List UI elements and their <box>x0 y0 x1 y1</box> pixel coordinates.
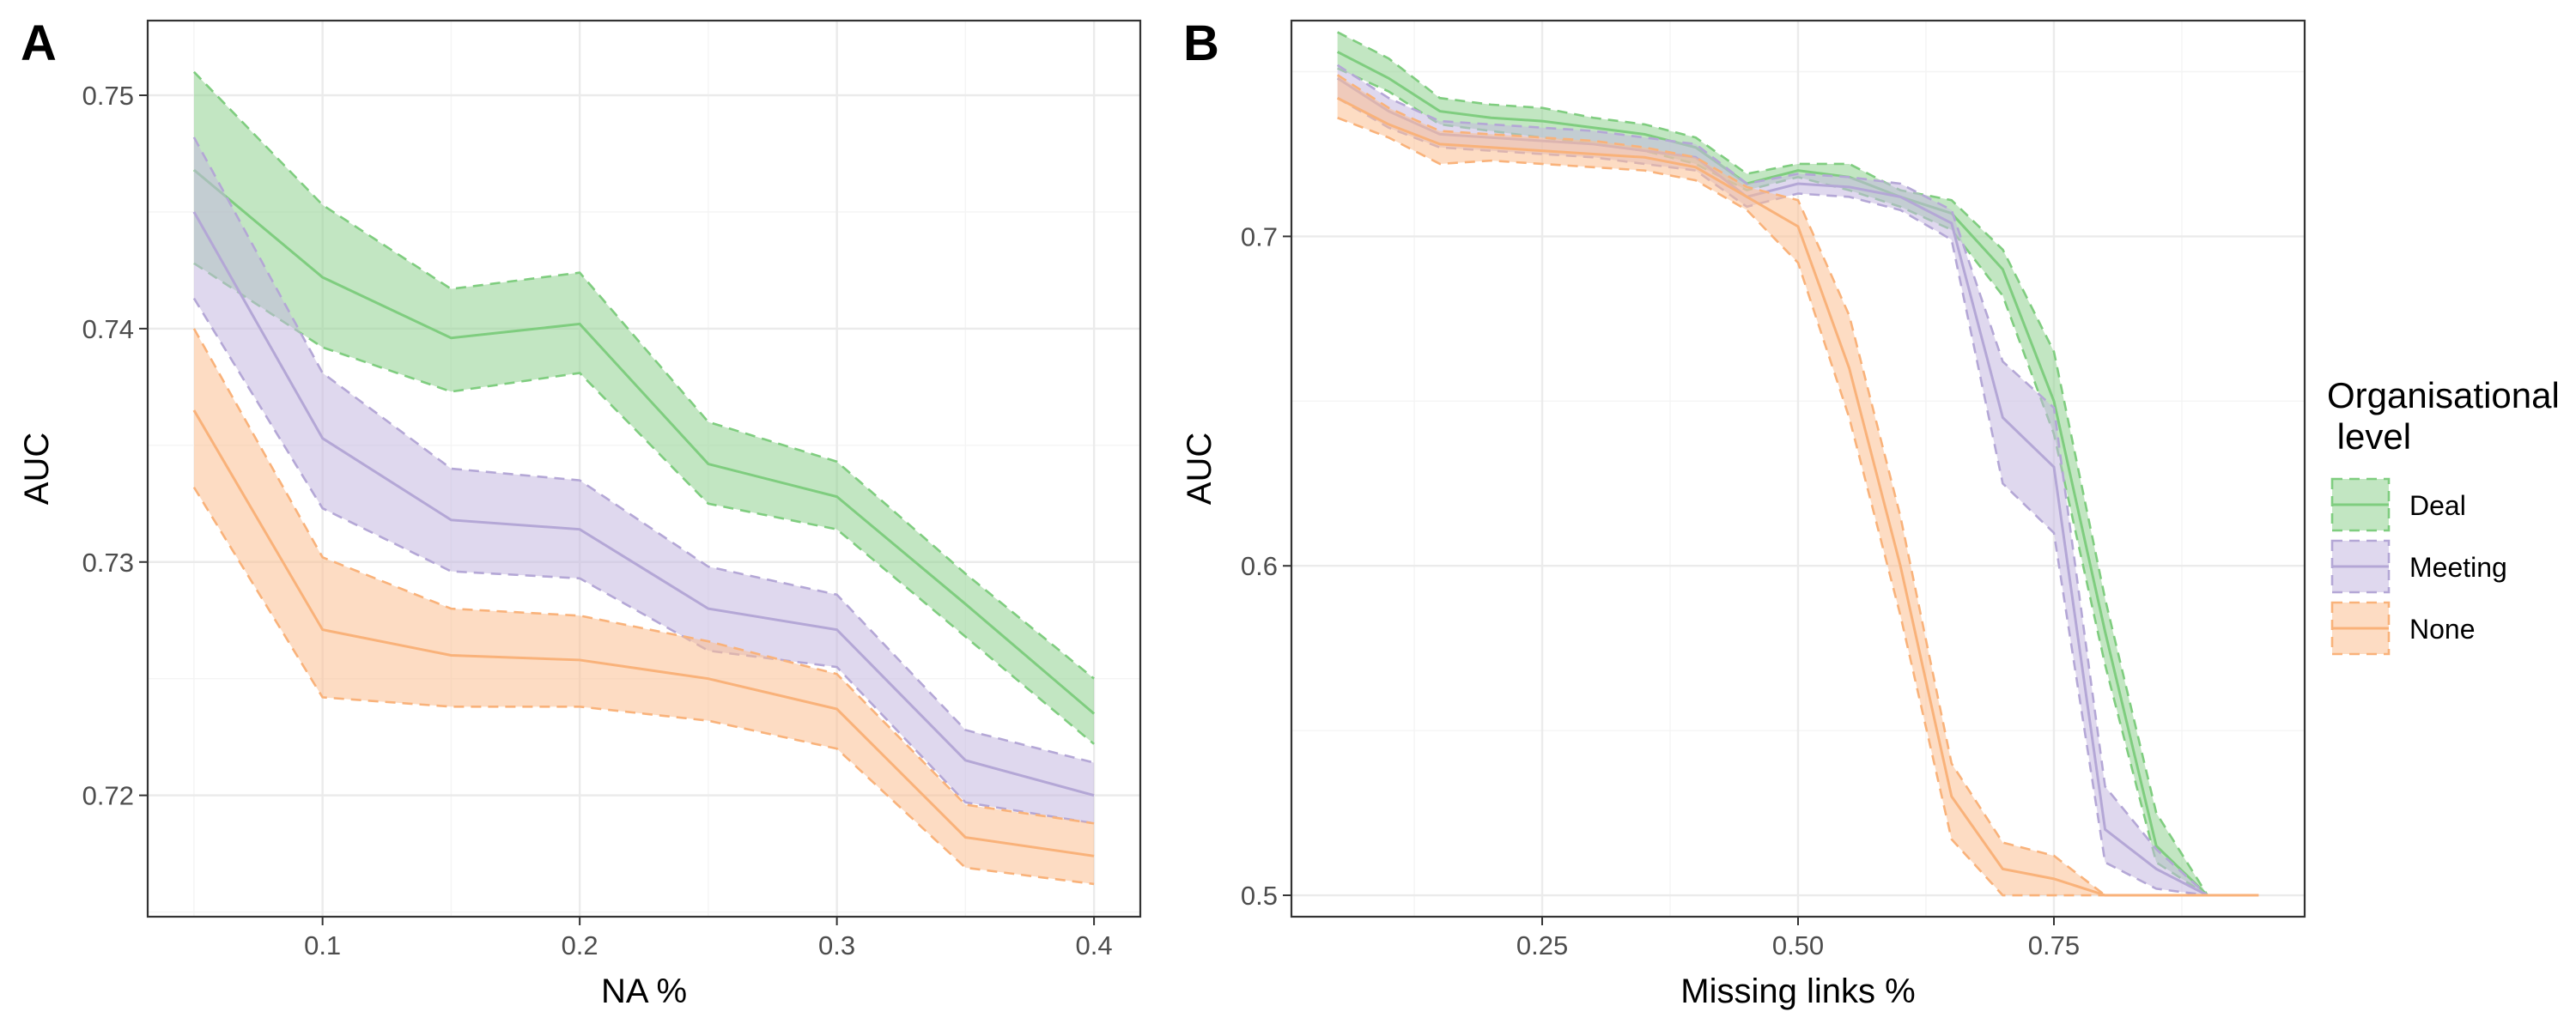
panel-a-y-axis-title: AUC <box>18 433 56 505</box>
panel-b-series <box>1336 31 2259 897</box>
panel-a-deal-upper-bound <box>192 70 1095 680</box>
legend-label-none: None <box>2409 614 2476 645</box>
panel-b: B 0.25 0.50 0.75 0.5 0.6 0.7 Missing links %… <box>1181 15 2306 1010</box>
panel-a-y-ticks: 0.72 0.73 0.74 0.75 <box>82 81 148 811</box>
legend-label-deal: Deal <box>2409 490 2466 521</box>
panel-a-y-tick-label: 0.75 <box>82 81 134 111</box>
panel-b-x-tick-label: 0.50 <box>1772 930 1824 960</box>
legend-title-line-1: Organisational <box>2327 375 2560 415</box>
panel-a-x-tick-label: 0.4 <box>1076 930 1113 960</box>
panel-b-y-axis-title: AUC <box>1181 433 1218 505</box>
panel-b-none-upper-bound <box>1336 74 2259 897</box>
panel-a-y-tick-label: 0.72 <box>82 781 134 811</box>
panel-a-none-lower-bound <box>192 487 1095 886</box>
panel-a-x-tick-label: 0.2 <box>562 930 598 960</box>
panel-a-deal-lower-bound <box>193 262 1095 745</box>
panel-b-none-ci-band <box>1337 75 2259 896</box>
panel-b-meeting-upper-bound <box>1336 64 2208 897</box>
panel-a-series <box>192 70 1096 886</box>
panel-a: A 0.1 0.2 0.3 0.4 0.72 0.73 0.74 0.75 NA % AUC <box>18 15 1142 1010</box>
panel-b-x-tick-label: 0.75 <box>2028 930 2080 960</box>
panel-b-y-tick-label: 0.5 <box>1241 881 1278 911</box>
legend: Organisational level Deal Meeting None <box>2327 375 2560 656</box>
panel-a-meeting-lower-bound <box>192 297 1095 825</box>
panel-b-x-axis-title: Missing links % <box>1680 972 1915 1010</box>
panel-a-none-upper-bound <box>192 328 1095 825</box>
panel-a-label: A <box>21 15 57 71</box>
panel-b-deal-upper-bound <box>1337 31 2208 896</box>
panel-a-y-tick-label: 0.74 <box>82 314 134 344</box>
panel-b-deal-ci-band <box>1337 32 2208 896</box>
panel-b-x-ticks: 0.25 0.50 0.75 <box>1516 917 2080 960</box>
legend-key-deal <box>2330 477 2391 532</box>
legend-keys <box>2330 477 2391 656</box>
panel-a-x-axis-title: NA % <box>601 972 687 1010</box>
panel-a-meeting-line <box>192 211 1095 797</box>
panel-a-x-ticks: 0.1 0.2 0.3 0.4 <box>304 917 1113 960</box>
panel-b-deal-line <box>1336 51 2208 897</box>
panel-a-meeting-ci-band <box>193 136 1095 824</box>
panel-a-deal-ci-band <box>193 71 1095 744</box>
panel-a-y-tick-label: 0.73 <box>82 548 134 578</box>
legend-label-meeting: Meeting <box>2409 552 2507 583</box>
panel-b-meeting-ci-band <box>1337 64 2208 896</box>
panel-a-meeting-upper-bound <box>192 136 1095 764</box>
panel-a-x-tick-label: 0.1 <box>304 930 341 960</box>
panel-b-y-tick-label: 0.7 <box>1241 221 1278 251</box>
panel-a-border <box>146 19 1142 918</box>
panel-a-none-line <box>192 409 1095 857</box>
panel-a-deal-line <box>192 168 1096 715</box>
legend-title-line-2: level <box>2327 416 2411 457</box>
panel-a-x-tick-label: 0.3 <box>818 930 855 960</box>
panel-a-none-ci-band <box>193 328 1095 884</box>
panel-b-x-tick-label: 0.25 <box>1516 930 1568 960</box>
panel-b-y-ticks: 0.5 0.6 0.7 <box>1241 221 1291 911</box>
panel-b-label: B <box>1183 15 1219 71</box>
panel-b-none-line <box>1336 96 2259 897</box>
legend-key-meeting <box>2330 539 2391 594</box>
legend-key-none <box>2330 601 2391 656</box>
panel-b-y-tick-label: 0.6 <box>1241 551 1278 581</box>
